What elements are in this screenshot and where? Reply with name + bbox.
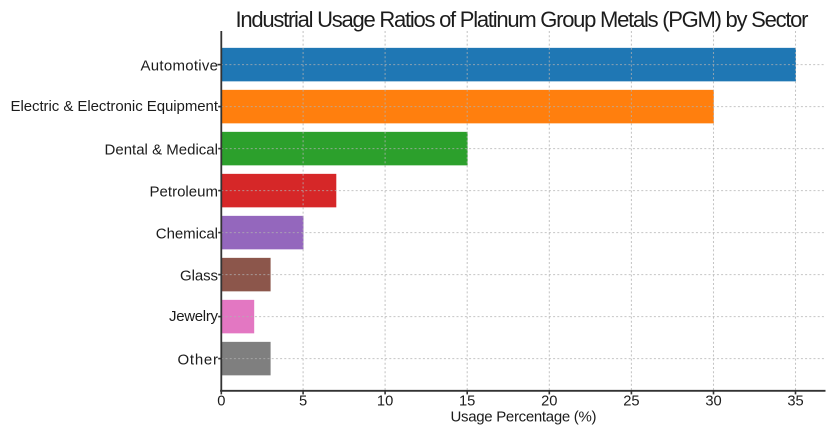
- svg-text:5: 5: [299, 394, 307, 410]
- svg-text:20: 20: [541, 394, 557, 410]
- svg-text:10: 10: [377, 394, 393, 410]
- svg-text:Dental & Medical: Dental & Medical: [105, 142, 219, 159]
- svg-text:0: 0: [217, 394, 225, 410]
- svg-text:Chemical: Chemical: [156, 226, 218, 243]
- svg-text:25: 25: [623, 394, 639, 410]
- svg-text:Glass: Glass: [180, 268, 218, 285]
- svg-text:Other: Other: [178, 352, 219, 369]
- svg-text:Automotive: Automotive: [141, 58, 219, 75]
- svg-text:Industrial Usage Ratios of Pla: Industrial Usage Ratios of Platinum Grou…: [236, 7, 809, 32]
- svg-text:35: 35: [787, 394, 803, 410]
- svg-text:Usage Percentage (%): Usage Percentage (%): [451, 408, 597, 425]
- svg-text:30: 30: [705, 394, 721, 410]
- svg-text:15: 15: [459, 394, 475, 410]
- svg-text:Petroleum: Petroleum: [150, 184, 219, 201]
- svg-text:Jewelry: Jewelry: [169, 308, 219, 325]
- svg-text:Electric & Electronic Equipmen: Electric & Electronic Equipment: [11, 98, 219, 115]
